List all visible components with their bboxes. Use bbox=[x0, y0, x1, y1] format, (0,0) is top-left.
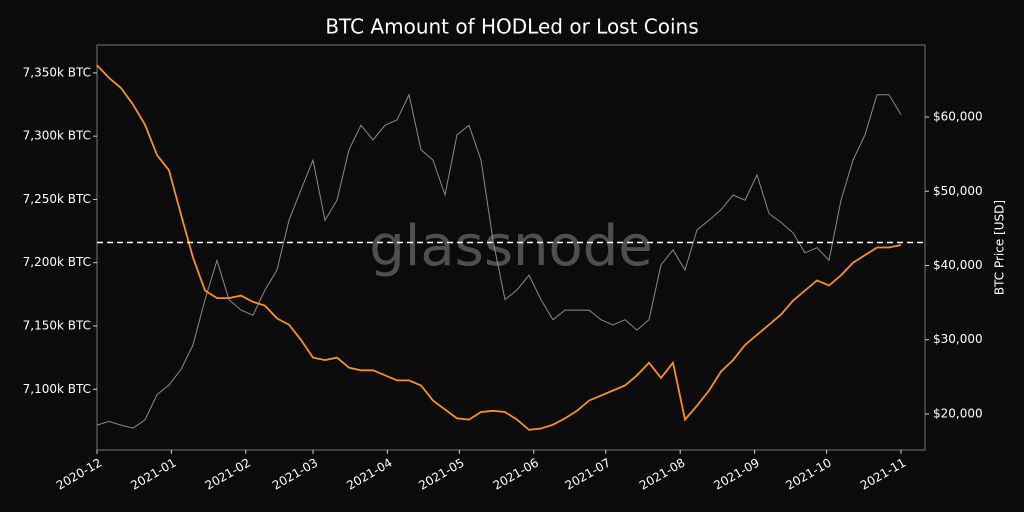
y-tick-label: 7,350k BTC bbox=[23, 65, 91, 79]
x-tick-label: 2021-05 bbox=[416, 456, 466, 493]
y2-tick-label: $30,000 bbox=[933, 332, 983, 346]
x-tick-label: 2021-08 bbox=[637, 456, 687, 493]
x-tick-label: 2020-12 bbox=[54, 456, 104, 493]
x-tick-label: 2021-11 bbox=[858, 456, 908, 493]
x-tick-label: 2021-09 bbox=[711, 456, 761, 493]
chart-title: BTC Amount of HODLed or Lost Coins bbox=[325, 15, 698, 39]
x-tick-label: 2021-01 bbox=[128, 456, 178, 493]
watermark: glassnode bbox=[369, 214, 653, 279]
x-tick-label: 2021-07 bbox=[563, 456, 613, 493]
y2-axis-label: BTC Price [USD] bbox=[993, 200, 1007, 295]
series-line bbox=[96, 93, 902, 429]
x-tick-label: 2021-10 bbox=[783, 456, 833, 493]
y-tick-label: 7,250k BTC bbox=[23, 192, 91, 206]
y2-tick-label: $40,000 bbox=[933, 258, 983, 272]
y-tick-label: 7,200k BTC bbox=[23, 255, 91, 269]
y2-tick-label: $60,000 bbox=[933, 110, 983, 124]
plot-frame bbox=[96, 44, 926, 451]
x-tick-label: 2021-04 bbox=[344, 456, 394, 493]
x-tick-label: 2021-02 bbox=[203, 456, 253, 493]
y-tick-label: 7,300k BTC bbox=[23, 129, 91, 143]
y2-tick-label: $50,000 bbox=[933, 184, 983, 198]
y-tick-label: 7,150k BTC bbox=[23, 318, 91, 332]
x-tick-label: 2021-03 bbox=[270, 456, 320, 493]
y2-tick-label: $20,000 bbox=[933, 406, 983, 420]
y-tick-label: 7,100k BTC bbox=[23, 382, 91, 396]
x-tick-label: 2021-06 bbox=[491, 456, 541, 493]
series-line bbox=[96, 64, 902, 431]
